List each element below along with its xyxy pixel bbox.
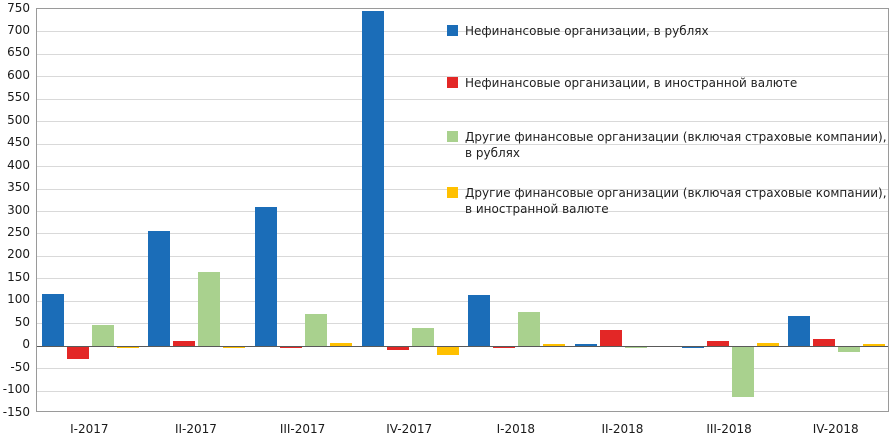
y-axis-tick-label: 0 <box>22 337 30 352</box>
bar <box>599 329 622 346</box>
gridline <box>37 323 888 325</box>
y-axis-tick-label: -100 <box>2 382 30 397</box>
y-axis-tick-label: 550 <box>7 90 30 105</box>
bar <box>41 294 64 346</box>
y-axis-tick-label: 350 <box>7 180 30 195</box>
legend-label: Другие финансовые организации (включая с… <box>465 130 887 160</box>
gridline <box>37 166 888 168</box>
bar <box>756 343 779 346</box>
bar <box>148 231 171 346</box>
gridline <box>37 233 888 235</box>
legend-label: Нефинансовые организации, в рублях <box>465 24 709 38</box>
bar <box>706 341 729 346</box>
bar <box>681 345 704 348</box>
bar <box>731 345 754 398</box>
legend-item: Другие финансовые организации (включая с… <box>447 185 887 217</box>
bar <box>788 316 811 346</box>
legend-label: Другие финансовые организации (включая с… <box>465 186 887 216</box>
y-axis-tick-label: 150 <box>7 269 30 284</box>
gridline <box>37 390 888 392</box>
legend-item: Нефинансовые организации, в рублях <box>447 23 709 39</box>
legend-swatch-icon <box>447 187 458 198</box>
bar <box>624 345 647 348</box>
y-axis-tick-label: -50 <box>10 359 30 374</box>
bar <box>468 295 491 346</box>
gridline <box>37 368 888 370</box>
gridline <box>37 76 888 78</box>
bar <box>813 338 836 346</box>
legend-item: Нефинансовые организации, в иностранной … <box>447 75 797 91</box>
bar <box>863 344 886 346</box>
x-axis-label: I-2018 <box>496 422 536 436</box>
bar <box>411 327 434 346</box>
y-axis-tick-label: 450 <box>7 135 30 150</box>
plot-area: Нефинансовые организации, в рублях Нефина… <box>36 8 889 412</box>
gridline <box>37 278 888 280</box>
bar <box>255 207 278 346</box>
bar <box>330 343 353 346</box>
bar <box>198 271 221 346</box>
gridline <box>37 53 888 55</box>
y-axis-tick-label: 600 <box>7 67 30 82</box>
zero-line <box>37 345 888 347</box>
bar <box>386 345 409 351</box>
bar <box>223 345 246 348</box>
y-axis-tick-label: 650 <box>7 45 30 60</box>
y-axis-tick-label: 400 <box>7 157 30 172</box>
gridline <box>37 300 888 302</box>
x-axis-label: IV-2018 <box>812 422 859 436</box>
x-axis-label: III-2017 <box>279 422 326 436</box>
bar <box>116 345 139 348</box>
gridline <box>37 143 888 145</box>
bar <box>518 312 541 346</box>
gridline <box>37 121 888 123</box>
bar <box>493 345 516 348</box>
y-axis-tick-label: 500 <box>7 112 30 127</box>
bar <box>543 344 566 346</box>
bar <box>280 345 303 349</box>
y-axis-tick-label: 200 <box>7 247 30 262</box>
y-axis-tick-label: 300 <box>7 202 30 217</box>
gridline <box>37 211 888 212</box>
legend-swatch-icon <box>447 25 458 36</box>
legend-swatch-icon <box>447 131 458 142</box>
bar <box>574 344 597 346</box>
y-axis-tick-label: -150 <box>2 404 30 419</box>
bar <box>361 11 384 346</box>
gridline <box>37 31 888 33</box>
legend-item: Другие финансовые организации (включая с… <box>447 129 887 161</box>
gridline <box>37 255 888 257</box>
legend-swatch-icon <box>447 77 458 88</box>
x-axis-label: III-2018 <box>706 422 752 436</box>
bar <box>66 345 89 360</box>
x-axis-label: II-2018 <box>601 422 644 436</box>
gridline <box>37 188 888 190</box>
y-axis-tick-label: 50 <box>14 314 30 329</box>
gridline <box>37 98 888 100</box>
x-axis-label: II-2017 <box>174 422 217 436</box>
bar <box>173 341 196 346</box>
y-axis-tick-label: 250 <box>7 224 30 239</box>
legend-label: Нефинансовые организации, в иностранной … <box>465 76 798 90</box>
bar <box>436 345 459 355</box>
y-axis-tick-label: 700 <box>7 22 30 37</box>
y-axis-tick-label: 750 <box>7 0 30 15</box>
bar <box>838 345 861 353</box>
bar <box>91 325 114 346</box>
y-axis-tick-label: 100 <box>7 292 30 307</box>
x-axis-label: I-2017 <box>70 422 109 436</box>
bar <box>305 314 328 346</box>
x-axis-label: IV-2017 <box>386 422 433 436</box>
